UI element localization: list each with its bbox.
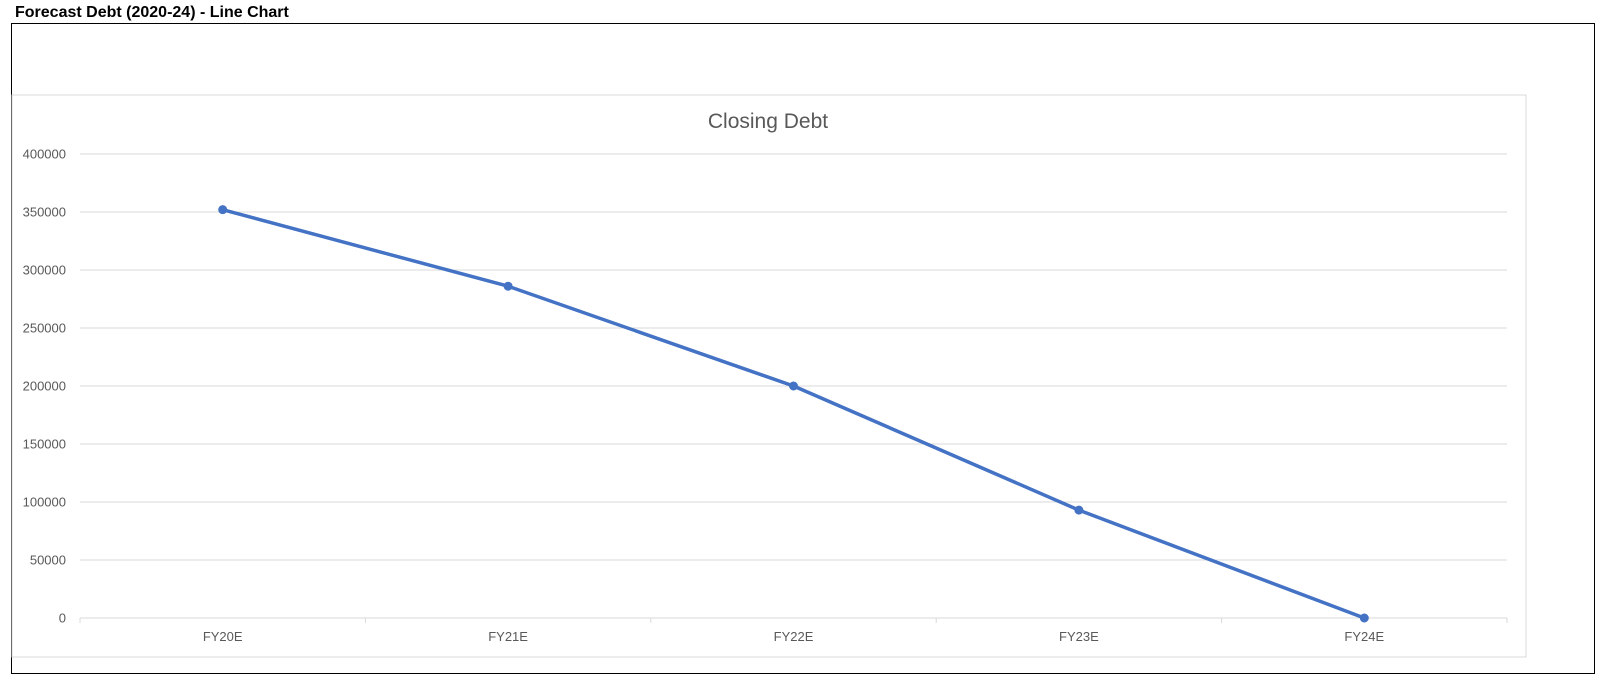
data-point-fy23e[interactable]	[1074, 505, 1084, 515]
y-tick-label: 250000	[23, 321, 66, 336]
y-tick-label: 350000	[23, 205, 66, 220]
x-tick-label: FY23E	[1059, 629, 1099, 644]
y-tick-label: 50000	[30, 553, 66, 568]
gridlines	[80, 153, 1507, 561]
data-point-fy20e[interactable]	[218, 205, 228, 215]
data-point-fy22e[interactable]	[789, 381, 798, 391]
series-layer	[218, 205, 1369, 623]
sheet-title: Forecast Debt (2020-24) - Line Chart	[15, 4, 289, 21]
y-tick-label: 0	[59, 611, 66, 626]
y-axis-labels: 0 50000 100000 150000 200000 250000 300000 3500…	[23, 147, 66, 626]
y-tick-label: 150000	[23, 437, 66, 452]
y-tick-label: 100000	[23, 495, 66, 510]
x-tick-label: FY24E	[1344, 629, 1384, 644]
x-axis: FY20E FY21E FY22E FY23E FY24E	[79, 617, 1508, 644]
data-point-fy24e[interactable]	[1359, 613, 1369, 623]
y-tick-label: 200000	[23, 379, 66, 394]
x-tick-label: FY22E	[774, 629, 814, 644]
data-point-fy21e[interactable]	[503, 281, 513, 291]
x-tick-label: FY20E	[203, 629, 243, 644]
y-tick-label: 300000	[23, 263, 66, 278]
chart-title: Closing Debt	[708, 110, 828, 133]
x-tick-label: FY21E	[488, 629, 528, 644]
y-tick-label: 400000	[23, 147, 66, 162]
